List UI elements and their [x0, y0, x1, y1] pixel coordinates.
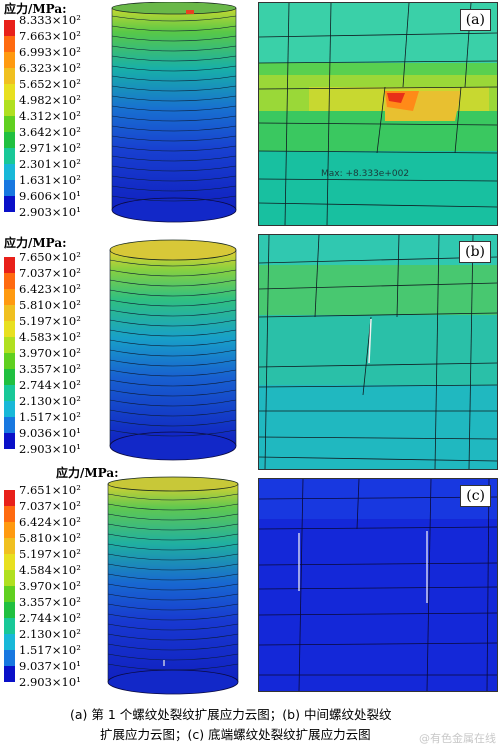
- legend-value: 3.970×10²: [19, 579, 81, 593]
- zoom-view-a: Max: +8.333e+002 (a): [258, 2, 498, 226]
- legend-value: 3.357×10²: [19, 595, 81, 609]
- legend-value: 5.810×10²: [19, 531, 81, 545]
- legend-value: 3.642×10²: [19, 125, 81, 139]
- legend-value: 2.130×10²: [19, 627, 81, 641]
- legend-value: 7.037×10²: [19, 266, 81, 280]
- panel-c: 应力/MPa: 7.651×10² 7.037×10² 6.424×10² 5.…: [0, 466, 500, 698]
- legend-value: 5.197×10²: [19, 547, 81, 561]
- legend-value: 9.606×10¹: [19, 189, 81, 203]
- legend-value: 2.744×10²: [19, 611, 81, 625]
- legend-value: 1.517×10²: [19, 410, 81, 424]
- legend-value: 2.903×10¹: [19, 675, 81, 689]
- legend-value: 4.312×10²: [19, 109, 81, 123]
- watermark: @有色金属在线: [419, 732, 496, 745]
- max-stress-label: Max: +8.333e+002: [321, 169, 410, 179]
- legend-title-b: 应力/MPa:: [4, 236, 67, 250]
- legend-value: 5.197×10²: [19, 314, 81, 328]
- legend-value: 4.584×10²: [19, 563, 81, 577]
- figure-caption-line1: (a) 第 1 个螺纹处裂纹扩展应力云图；(b) 中间螺纹处裂纹: [70, 707, 392, 722]
- legend-value: 2.744×10²: [19, 378, 81, 392]
- panel-label-c: (c): [460, 485, 491, 507]
- legend-value: 2.903×10¹: [19, 205, 81, 219]
- legend-value: 1.517×10²: [19, 643, 81, 657]
- zoom-view-b: (b): [258, 234, 498, 470]
- legend-value: 7.651×10²: [19, 483, 81, 497]
- legend-value: 8.333×10²: [19, 13, 81, 27]
- cylinder-model-a: [111, 2, 237, 223]
- panel-b: 应力/MPa: 7.650×10² 7.037×10² 6.423×10² 5.…: [0, 232, 500, 470]
- legend-value: 6.323×10²: [19, 61, 81, 75]
- legend-value: 2.903×10¹: [19, 442, 81, 456]
- legend-value: 2.971×10²: [19, 141, 81, 155]
- legend-value: 1.631×10²: [19, 173, 81, 187]
- legend-value: 9.037×10¹: [19, 659, 81, 673]
- cylinder-model-c: [107, 476, 239, 695]
- legend-value: 7.650×10²: [19, 250, 81, 264]
- panel-a: 应力/MPa: 8.333×10² 7.663×10² 6.993×10² 6.…: [0, 0, 500, 228]
- legend-title-c: 应力/MPa:: [56, 466, 119, 480]
- legend-value: 5.810×10²: [19, 298, 81, 312]
- legend-value: 6.423×10²: [19, 282, 81, 296]
- legend-title-a: 应力/MPa:: [4, 2, 67, 16]
- legend-value: 7.663×10²: [19, 29, 81, 43]
- legend-value: 6.424×10²: [19, 515, 81, 529]
- legend-value: 3.970×10²: [19, 346, 81, 360]
- legend-value: 7.037×10²: [19, 499, 81, 513]
- legend-value: 4.583×10²: [19, 330, 81, 344]
- legend-value: 3.357×10²: [19, 362, 81, 376]
- legend-value: 9.036×10¹: [19, 426, 81, 440]
- legend-value: 2.301×10²: [19, 157, 81, 171]
- panel-label-b: (b): [459, 241, 491, 263]
- legend-value: 2.130×10²: [19, 394, 81, 408]
- panel-label-a: (a): [459, 9, 491, 31]
- figure-caption-line2: 扩展应力云图；(c) 底端螺纹处裂纹扩展应力云图: [100, 727, 371, 742]
- cylinder-model-b: [109, 239, 237, 461]
- legend-value: 6.993×10²: [19, 45, 81, 59]
- zoom-view-c: (c): [258, 478, 498, 692]
- legend-value: 5.652×10²: [19, 77, 81, 91]
- legend-value: 4.982×10²: [19, 93, 81, 107]
